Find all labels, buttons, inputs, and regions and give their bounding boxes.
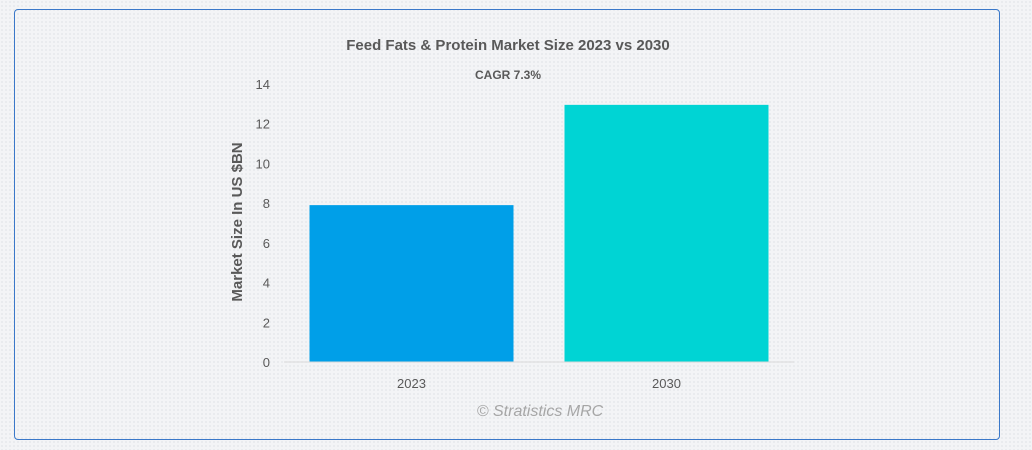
chart-subtitle: CAGR 7.3% bbox=[475, 68, 541, 82]
y-tick-label: 8 bbox=[263, 196, 270, 211]
x-tick-label: 2023 bbox=[397, 376, 426, 391]
bar-2023 bbox=[309, 205, 514, 362]
y-tick-label: 6 bbox=[263, 236, 270, 251]
credit-text: © Stratistics MRC bbox=[477, 403, 604, 420]
y-tick-label: 14 bbox=[256, 77, 270, 92]
chart-frame bbox=[14, 9, 1000, 440]
y-tick-label: 12 bbox=[256, 117, 270, 132]
y-tick-label: 2 bbox=[263, 315, 270, 330]
y-tick-label: 4 bbox=[263, 276, 270, 291]
chart-title: Feed Fats & Protein Market Size 2023 vs … bbox=[346, 37, 670, 54]
y-axis-label: Market Size In US $BN bbox=[229, 142, 246, 301]
y-tick-label: 10 bbox=[256, 156, 270, 171]
y-axis-ticks: 0 2 4 6 8 10 12 14 bbox=[256, 77, 270, 370]
bars bbox=[309, 104, 769, 362]
bar-2030 bbox=[564, 104, 769, 362]
x-tick-label: 2030 bbox=[652, 376, 681, 391]
x-axis-ticks: 2023 2030 bbox=[397, 376, 681, 391]
y-tick-label: 0 bbox=[263, 355, 270, 370]
